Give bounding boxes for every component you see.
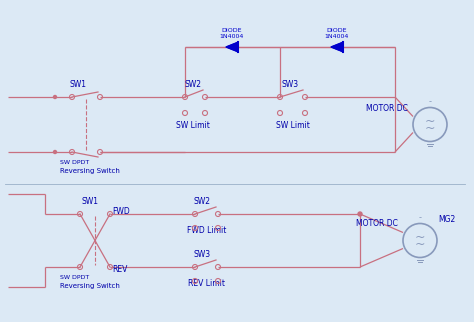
Text: FWD Limit: FWD Limit [187,226,227,235]
Text: SW Limit: SW Limit [176,121,210,130]
Text: SW2: SW2 [193,197,210,206]
Text: Reversing Switch: Reversing Switch [60,283,120,289]
Text: FWD: FWD [112,206,130,215]
Text: SW1: SW1 [70,80,86,89]
Polygon shape [226,42,238,52]
Text: ~: ~ [425,122,435,135]
Text: ~: ~ [425,115,435,128]
Text: -: - [428,98,431,107]
Polygon shape [331,42,343,52]
Circle shape [54,150,56,154]
Text: ~: ~ [415,238,425,251]
Circle shape [54,96,56,99]
Text: SW1: SW1 [82,197,99,206]
Text: -: - [419,213,421,223]
Text: MG2: MG2 [438,215,455,224]
Text: SW3: SW3 [193,250,210,259]
Text: SW2: SW2 [184,80,201,89]
Text: REV: REV [112,266,128,274]
Text: SW Limit: SW Limit [276,121,310,130]
Text: MOTOR DC: MOTOR DC [366,103,408,112]
Text: SW DPDT: SW DPDT [60,275,89,280]
Text: SW DPDT: SW DPDT [60,160,89,165]
Text: REV Limit: REV Limit [189,279,226,288]
Text: DIODE
1N4004: DIODE 1N4004 [325,28,349,39]
Circle shape [358,212,362,216]
Text: SW3: SW3 [282,80,299,89]
Text: MOTOR DC: MOTOR DC [356,220,398,229]
Text: DIODE
1N4004: DIODE 1N4004 [220,28,244,39]
Text: ~: ~ [415,231,425,244]
Text: Reversing Switch: Reversing Switch [60,168,120,174]
